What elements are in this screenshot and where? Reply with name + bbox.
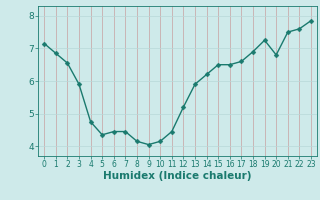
X-axis label: Humidex (Indice chaleur): Humidex (Indice chaleur): [103, 171, 252, 181]
